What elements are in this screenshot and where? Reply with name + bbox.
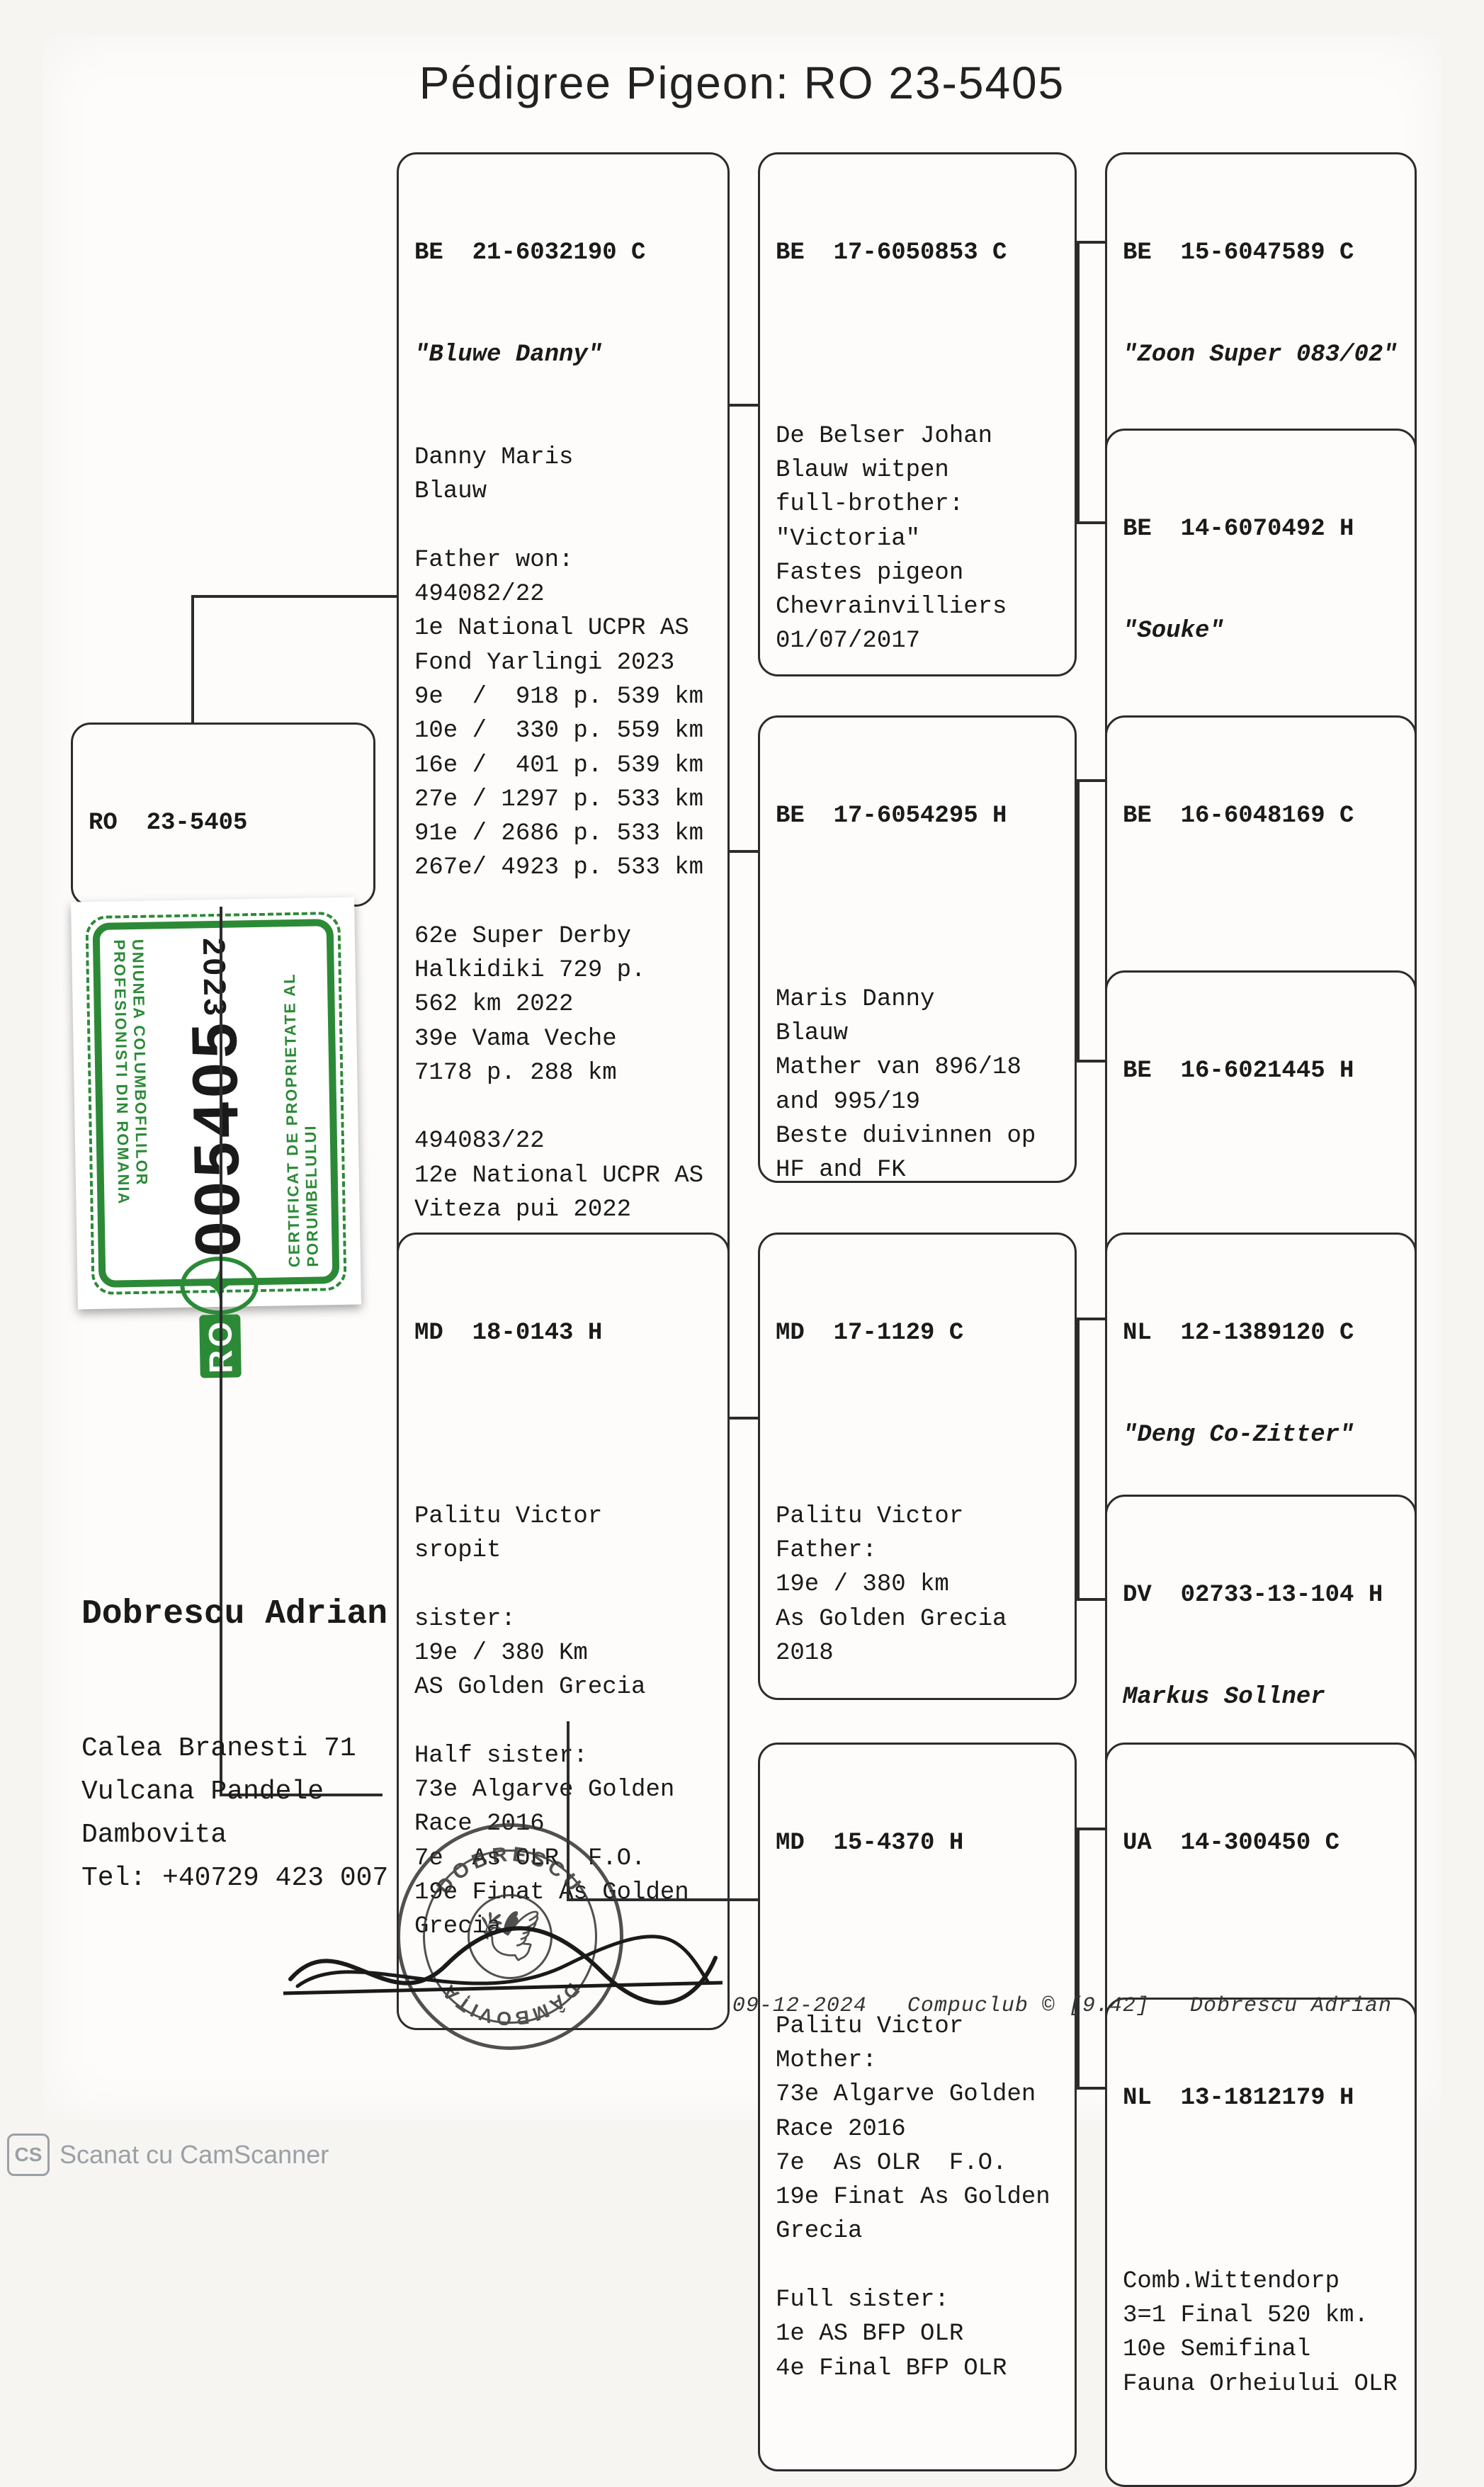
ff-lines: De Belser Johan Blauw witpen full-brothe…: [776, 419, 1059, 659]
mf-lines: Palitu Victor Father: 19e / 380 km As Go…: [776, 1500, 1059, 1670]
page-title: Pédigree Pigeon: RO 23-5405: [43, 57, 1441, 109]
g3e-name: "Deng Co-Zitter": [1123, 1418, 1399, 1452]
g3c-id: BE 16-6048169 C: [1123, 799, 1399, 833]
subject-id: RO 23-5405: [89, 806, 358, 840]
g3e-id: NL 12-1389120 C: [1123, 1316, 1399, 1350]
camscanner-badge: CS: [7, 2134, 50, 2176]
page: Pédigree Pigeon: RO 23-5405 RO 23-5405 A…: [43, 35, 1441, 2121]
seal-bottom: DÂMBOVIȚA: [436, 1979, 584, 2031]
connector: [1077, 779, 1080, 1063]
connector: [1077, 1318, 1080, 1601]
father-name: "Bluwe Danny": [414, 338, 712, 372]
ff-id: BE 17-6050853 C: [776, 236, 1059, 270]
g3h-lines: Comb.Wittendorp 3=1 Final 520 km. 10e Se…: [1123, 2265, 1399, 2401]
subject-box: RO 23-5405 Adrian Dobrescu Stropit: [71, 723, 375, 907]
father-lines: Danny Maris Blauw Father won: 494082/22 …: [414, 441, 712, 1227]
connector: [1077, 1598, 1105, 1601]
g3a-id: BE 15-6047589 C: [1123, 236, 1399, 270]
camscanner-watermark: CS Scanat cu CamScanner: [7, 2134, 329, 2176]
breeder-block: Dobrescu Adrian Calea Branesti 71 Vulcan…: [81, 1501, 388, 1986]
g3b-name: "Souke": [1123, 614, 1399, 648]
fm-lines: Maris Danny Blauw Mather van 896/18 and …: [776, 982, 1059, 1188]
mf-id: MD 17-1129 C: [776, 1316, 1059, 1350]
fm-box: BE 17-6054295 H Maris Danny Blauw Mather…: [758, 715, 1077, 1183]
g3b-id: BE 14-6070492 H: [1123, 512, 1399, 546]
connector: [1077, 1828, 1080, 2090]
camscanner-text: Scanat cu CamScanner: [60, 2140, 329, 2170]
g3g-id: UA 14-300450 C: [1123, 1826, 1399, 1860]
seal-icon: DOBRESCU DÂMBOVIȚA 🕊: [397, 1823, 623, 2050]
footer: 09-12-2024 Compuclub © [9.42] Dobrescu A…: [732, 1994, 1392, 2018]
mother-id: MD 18-0143 H: [414, 1316, 712, 1350]
g3a-name: "Zoon Super 083/02": [1123, 338, 1399, 372]
mf-box: MD 17-1129 C Palitu Victor Father: 19e /…: [758, 1233, 1077, 1700]
connector: [1077, 1060, 1105, 1063]
mm-box: MD 15-4370 H Palitu Victor Mother: 73e A…: [758, 1743, 1077, 2471]
connector: [1077, 1828, 1105, 1830]
g3h-id: NL 13-1812179 H: [1123, 2081, 1399, 2115]
g3f-name: Markus Sollner: [1123, 1680, 1399, 1714]
connector: [1077, 2087, 1105, 2090]
connector: [730, 404, 758, 407]
ff-box: BE 17-6050853 C De Belser Johan Blauw wi…: [758, 152, 1077, 676]
connector: [191, 595, 397, 598]
g3h-box: NL 13-1812179 H Comb.Wittendorp 3=1 Fina…: [1105, 1998, 1417, 2487]
mm-lines: Palitu Victor Mother: 73e Algarve Golden…: [776, 2010, 1059, 2386]
seal-top: DOBRESCU: [433, 1843, 588, 1899]
fm-id: BE 17-6054295 H: [776, 799, 1059, 833]
connector: [1077, 1318, 1105, 1320]
connector: [1077, 779, 1105, 782]
breeder-lines: Calea Branesti 71 Vulcana Pandele Dambov…: [81, 1728, 388, 1900]
stamp-number: 005405: [178, 1018, 255, 1257]
g3d-id: BE 16-6021445 H: [1123, 1054, 1399, 1088]
father-id: BE 21-6032190 C: [414, 236, 712, 270]
stamp-left: UNIUNEA COLUMBOFILILOR PROFESIONISTI DIN…: [110, 939, 152, 1271]
father-box: BE 21-6032190 C "Bluwe Danny" Danny Mari…: [397, 152, 730, 1313]
connector: [730, 850, 758, 853]
ring-stamp: UNIUNEA COLUMBOFILILOR PROFESIONISTI DIN…: [71, 897, 361, 1310]
svg-text:DOBRESCU: DOBRESCU: [433, 1843, 588, 1899]
connector: [1077, 521, 1105, 524]
stamp-right: CERTIFICAT DE PROPRIETATE AL PORUMBELULU…: [280, 936, 322, 1267]
stamp-year: 2023: [196, 938, 232, 1019]
connector: [191, 595, 194, 723]
connector: [730, 1417, 758, 1420]
g3f-id: DV 02733-13-104 H: [1123, 1578, 1399, 1612]
breeder-name: Dobrescu Adrian: [81, 1587, 388, 1642]
mm-id: MD 15-4370 H: [776, 1826, 1059, 1860]
connector: [1077, 241, 1105, 244]
connector: [1077, 241, 1080, 524]
svg-text:DÂMBOVIȚA: DÂMBOVIȚA: [436, 1979, 584, 2031]
